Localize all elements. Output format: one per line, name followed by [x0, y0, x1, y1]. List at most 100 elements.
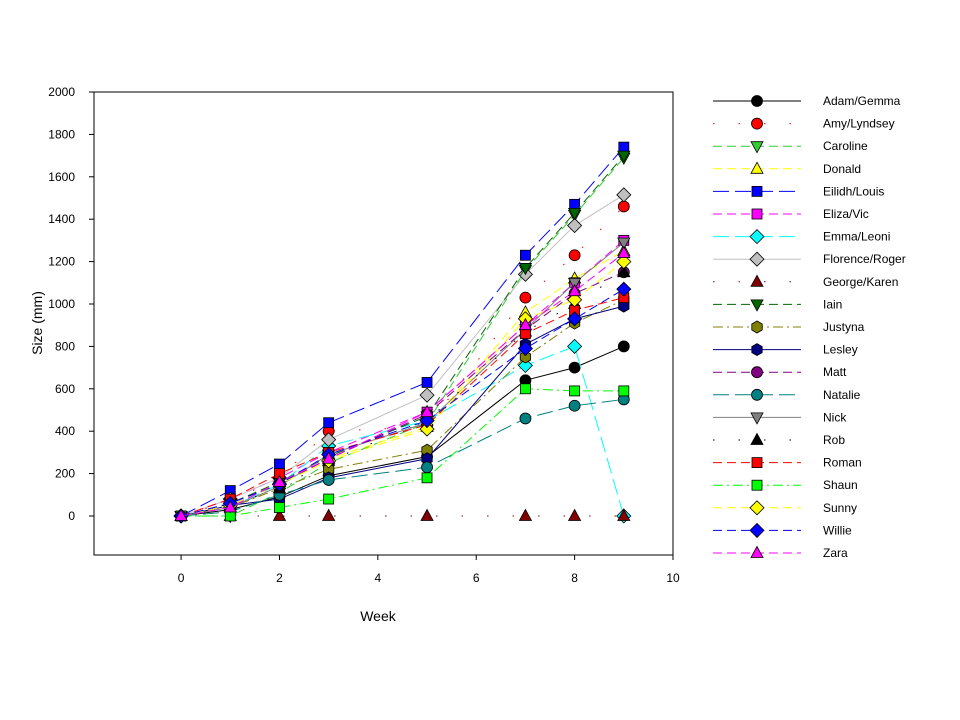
data-point — [616, 281, 632, 297]
data-point — [567, 207, 582, 221]
data-point — [321, 508, 336, 521]
legend-swatch-marker — [750, 274, 764, 287]
data-point — [518, 317, 533, 331]
series-line — [180, 299, 625, 517]
legend-item: George/Karen — [713, 274, 898, 289]
y-tick-label: 800 — [55, 339, 75, 353]
legend-swatch-marker — [751, 185, 763, 197]
legend-item: Adam/Gemma — [713, 94, 901, 108]
legend-swatch-marker — [750, 432, 764, 445]
legend-label: Lesley — [823, 343, 858, 357]
data-point — [568, 361, 581, 374]
x-tick-label: 2 — [276, 571, 283, 585]
legend-swatch-marker — [751, 343, 763, 357]
series-line — [180, 288, 625, 517]
plot-series — [173, 141, 632, 524]
legend-swatch-marker — [750, 141, 764, 154]
data-point — [323, 493, 335, 505]
legend: Adam/Gemma Amy/Lyndsey Caroline Donald Eilid… — [713, 94, 906, 560]
legend-item: Zara — [713, 545, 848, 560]
legend-label: Justyna — [823, 320, 865, 334]
data-point — [517, 357, 533, 374]
series-line — [180, 261, 625, 517]
axis-ticks: 0 200 400 600 800 1000 1200 1400 1600 1800 2000 0 2 4… — [48, 85, 680, 585]
data-point — [519, 291, 532, 304]
data-point — [321, 451, 336, 464]
y-tick-label: 1000 — [48, 297, 75, 311]
data-point — [420, 508, 434, 521]
plot-frame — [93, 91, 674, 556]
data-point — [421, 461, 433, 474]
data-point — [617, 508, 631, 521]
legend-item: Sunny — [713, 500, 857, 516]
legend-label: Roman — [823, 456, 862, 470]
data-point — [519, 350, 532, 364]
legend-item: Roman — [713, 456, 862, 470]
legend-swatch-marker — [750, 299, 764, 312]
data-point — [567, 292, 583, 308]
data-point — [519, 412, 532, 425]
y-tick-label: 400 — [55, 424, 75, 438]
legend-label: Florence/Roger — [823, 252, 906, 266]
y-axis-title: Size (mm) — [29, 291, 45, 355]
data-point — [567, 508, 582, 521]
y-tick-label: 1800 — [48, 127, 75, 141]
legend-swatch-marker — [749, 500, 765, 516]
data-point — [618, 299, 630, 313]
data-point — [421, 377, 433, 388]
data-point — [567, 277, 582, 291]
series-line — [180, 297, 624, 517]
legend-label: George/Karen — [823, 275, 898, 289]
data-point — [223, 500, 237, 513]
legend-swatch-marker — [751, 388, 763, 401]
y-tick-label: 1200 — [48, 255, 75, 269]
data-point — [617, 264, 631, 278]
data-point — [567, 338, 583, 354]
legend-item: Eliza/Vic — [713, 207, 869, 221]
data-point — [568, 399, 581, 412]
legend-item: Eilidh/Louis — [713, 184, 884, 198]
legend-swatch-marker — [751, 320, 763, 334]
legend-item: Emma/Leoni — [713, 229, 890, 245]
legend-item: Shaun — [713, 478, 858, 492]
legend-label: Zara — [823, 546, 848, 560]
legend-label: Adam/Gemma — [823, 94, 901, 108]
legend-swatch-marker — [751, 366, 763, 379]
legend-label: Donald — [823, 162, 861, 176]
x-tick-label: 6 — [473, 571, 480, 585]
x-axis-title: Week — [360, 608, 397, 624]
legend-item: Justyna — [713, 320, 865, 334]
data-point — [617, 237, 631, 250]
data-point — [419, 421, 435, 437]
data-point — [419, 413, 435, 429]
legend-label: Eliza/Vic — [823, 207, 869, 221]
series-line — [181, 345, 625, 517]
legend-item: Caroline — [713, 139, 868, 154]
legend-item: Donald — [713, 161, 861, 176]
x-tick-label: 8 — [571, 571, 578, 585]
y-tick-label: 1400 — [48, 212, 75, 226]
series-line — [180, 194, 625, 517]
legend-swatch-marker — [749, 251, 765, 267]
legend-item: Lesley — [713, 343, 858, 357]
data-point — [617, 150, 631, 163]
data-point — [322, 474, 335, 486]
legend-item: Willie — [713, 522, 852, 538]
y-tick-label: 0 — [68, 509, 75, 523]
legend-label: Iain — [823, 297, 842, 311]
legend-label: Emma/Leoni — [823, 230, 890, 244]
legend-item: Nick — [713, 410, 847, 425]
legend-item: Natalie — [713, 388, 861, 402]
legend-label: Shaun — [823, 478, 858, 492]
data-point — [520, 249, 531, 261]
legend-item: Matt — [713, 365, 847, 379]
data-point — [616, 254, 632, 270]
data-point — [617, 340, 630, 353]
x-tick-label: 4 — [374, 571, 381, 585]
legend-item: Florence/Roger — [713, 251, 906, 267]
legend-label: Willie — [823, 523, 852, 537]
legend-label: Sunny — [823, 501, 857, 515]
legend-label: Caroline — [823, 139, 868, 153]
legend-swatch-marker — [749, 522, 765, 538]
